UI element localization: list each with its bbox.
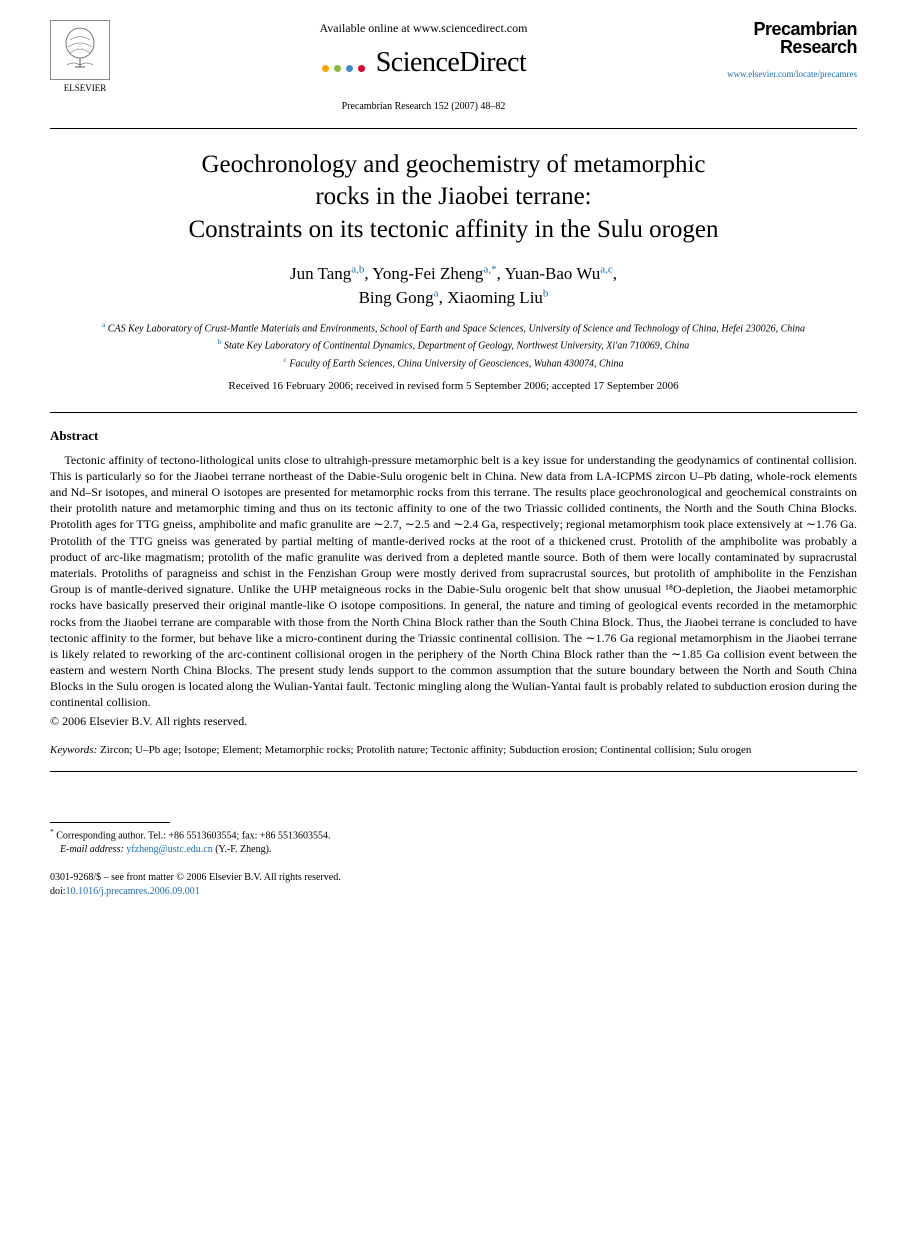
author-2-corr[interactable]: *: [491, 264, 497, 276]
author-4: Bing Gong: [359, 288, 434, 307]
journal-logo: Precambrian Research www.elsevier.com/lo…: [727, 20, 857, 81]
author-4-aff[interactable]: a: [434, 288, 439, 300]
sd-dot-1: [322, 65, 329, 72]
abstract-text: Tectonic affinity of tectono-lithologica…: [50, 452, 857, 711]
abstract-copyright: © 2006 Elsevier B.V. All rights reserved…: [50, 713, 857, 730]
author-3-aff[interactable]: a,c: [600, 264, 613, 276]
elsevier-label: ELSEVIER: [64, 83, 107, 93]
page-header: ELSEVIER Available online at www.science…: [50, 20, 857, 120]
author-2-aff[interactable]: a,: [483, 264, 491, 276]
corresponding-email-line: E-mail address: yfzheng@ustc.edu.cn (Y.-…: [50, 843, 857, 857]
affiliation-b: b State Key Laboratory of Continental Dy…: [50, 337, 857, 353]
title-line-1: Geochronology and geochemistry of metamo…: [201, 151, 705, 178]
corr-text: Corresponding author. Tel.: +86 55136035…: [56, 830, 330, 841]
elsevier-tree-icon: [50, 20, 110, 80]
article-dates: Received 16 February 2006; received in r…: [50, 379, 857, 394]
journal-url[interactable]: www.elsevier.com/locate/precamres: [727, 68, 857, 81]
sciencedirect-block: Available online at www.sciencedirect.co…: [120, 20, 727, 120]
sd-available-text: Available online at www.sciencedirect.co…: [120, 20, 727, 37]
journal-name-1: Precambrian: [727, 20, 857, 38]
affiliations: a CAS Key Laboratory of Crust-Mantle Mat…: [50, 320, 857, 371]
sd-dots-icon: [321, 59, 367, 77]
elsevier-logo: ELSEVIER: [50, 20, 120, 95]
email-label: E-mail address:: [60, 844, 124, 855]
author-5: Xiaoming Liu: [447, 288, 543, 307]
keywords-text: Zircon; U–Pb age; Isotope; Element; Meta…: [100, 744, 751, 756]
title-line-3: Constraints on its tectonic affinity in …: [188, 216, 718, 243]
keywords-block: Keywords: Zircon; U–Pb age; Isotope; Ele…: [50, 743, 857, 758]
sd-brand-text: ScienceDirect: [376, 47, 527, 78]
footnotes: * Corresponding author. Tel.: +86 551360…: [50, 822, 857, 857]
sd-dot-4: [358, 65, 365, 72]
author-5-aff[interactable]: b: [543, 288, 549, 300]
article-title: Geochronology and geochemistry of metamo…: [50, 149, 857, 247]
affiliation-c: c Faculty of Earth Sciences, China Unive…: [50, 355, 857, 371]
author-1: Jun Tang: [290, 264, 351, 283]
doi-line: doi:10.1016/j.precamres.2006.09.001: [50, 885, 857, 899]
keywords-bottom-rule: [50, 771, 857, 772]
citation-line: Precambrian Research 152 (2007) 48–82: [120, 100, 727, 114]
abstract-heading: Abstract: [50, 427, 857, 445]
doi-label: doi:: [50, 886, 66, 897]
issn-line: 0301-9268/$ – see front matter © 2006 El…: [50, 871, 857, 885]
footnote-rule: [50, 822, 170, 823]
sd-dot-2: [334, 65, 341, 72]
author-1-aff[interactable]: a,b: [351, 264, 364, 276]
doi-link[interactable]: 10.1016/j.precamres.2006.09.001: [66, 886, 200, 897]
affiliation-a: a CAS Key Laboratory of Crust-Mantle Mat…: [50, 320, 857, 336]
corresponding-author: * Corresponding author. Tel.: +86 551360…: [50, 827, 857, 843]
corr-marker: *: [50, 827, 54, 836]
sd-brand-row: ScienceDirect: [120, 43, 727, 82]
title-line-2: rocks in the Jiaobei terrane:: [315, 183, 591, 210]
abstract-top-rule: [50, 412, 857, 413]
author-2: Yong-Fei Zheng: [372, 264, 483, 283]
email-link[interactable]: yfzheng@ustc.edu.cn: [126, 844, 212, 855]
abstract-body: Tectonic affinity of tectono-lithologica…: [50, 452, 857, 711]
author-list: Jun Tanga,b, Yong-Fei Zhenga,*, Yuan-Bao…: [50, 262, 857, 310]
keywords-label: Keywords:: [50, 744, 97, 756]
journal-name-2: Research: [727, 38, 857, 56]
author-3: Yuan-Bao Wu: [504, 264, 600, 283]
email-name: (Y.-F. Zheng).: [215, 844, 271, 855]
sd-dot-3: [346, 65, 353, 72]
header-divider: [50, 128, 857, 129]
footer-info: 0301-9268/$ – see front matter © 2006 El…: [50, 871, 857, 899]
